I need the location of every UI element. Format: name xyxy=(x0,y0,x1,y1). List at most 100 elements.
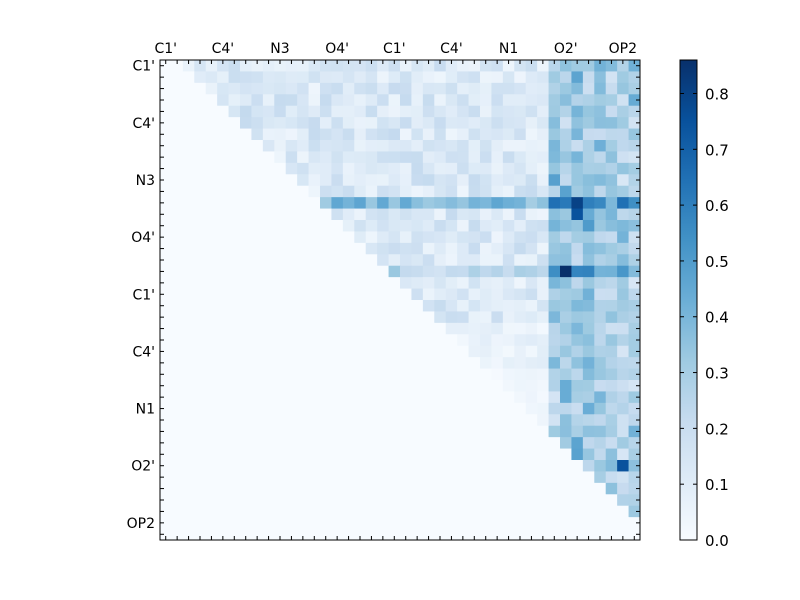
heatmap-cell xyxy=(525,197,538,209)
heatmap-cell xyxy=(628,231,641,244)
heatmap-cell xyxy=(217,60,229,72)
heatmap-cell xyxy=(171,60,184,72)
heatmap-cell xyxy=(525,391,538,404)
heatmap-cell xyxy=(628,128,641,141)
heatmap-cell xyxy=(491,60,504,72)
heatmap-cell xyxy=(605,334,618,347)
heatmap-cell xyxy=(445,220,458,232)
colorbar-tick-label: 0.2 xyxy=(705,420,729,438)
heatmap-cell xyxy=(445,265,458,278)
heatmap-cell xyxy=(205,265,218,278)
heatmap-cell xyxy=(628,482,641,495)
heatmap-cell xyxy=(594,60,607,72)
heatmap-cell xyxy=(377,528,389,541)
heatmap-cell xyxy=(502,437,515,449)
heatmap-cell xyxy=(628,162,641,175)
heatmap-cell xyxy=(308,277,321,289)
heatmap-cell xyxy=(502,82,515,95)
heatmap-cell xyxy=(354,334,367,347)
heatmap-cell xyxy=(377,71,389,84)
heatmap-cell xyxy=(171,414,184,427)
heatmap-cell xyxy=(171,94,184,107)
heatmap-cell xyxy=(262,82,275,95)
heatmap-cell xyxy=(582,505,595,518)
heatmap-cell xyxy=(571,402,584,415)
heatmap-cell xyxy=(457,505,469,518)
row-tick-label: O4' xyxy=(131,230,155,246)
heatmap-cell xyxy=(480,357,492,369)
heatmap-cell xyxy=(434,391,447,404)
heatmap-cell xyxy=(308,482,321,495)
heatmap-cell xyxy=(628,220,641,232)
heatmap-cell xyxy=(411,208,424,221)
heatmap-cell xyxy=(480,265,492,278)
heatmap-cell xyxy=(628,357,641,369)
heatmap-cell xyxy=(400,482,412,495)
heatmap-cell xyxy=(617,105,629,118)
heatmap-cell xyxy=(354,471,367,484)
heatmap-cell xyxy=(285,460,298,472)
heatmap-cell xyxy=(274,117,287,129)
heatmap-cell xyxy=(411,242,424,255)
heatmap-cell xyxy=(514,105,527,118)
heatmap-cell xyxy=(537,82,549,95)
heatmap-cell xyxy=(182,528,195,541)
heatmap-cell xyxy=(262,425,275,438)
heatmap-cell xyxy=(400,105,412,118)
heatmap-cell xyxy=(480,208,492,221)
heatmap-cell xyxy=(605,322,618,335)
heatmap-cell xyxy=(365,231,378,244)
heatmap-cell xyxy=(491,505,504,518)
column-tick-label: C1' xyxy=(383,41,406,57)
heatmap-cell xyxy=(377,402,389,415)
heatmap-cell xyxy=(445,128,458,141)
heatmap-cell xyxy=(182,197,195,209)
heatmap-cell xyxy=(434,460,447,472)
heatmap-cell xyxy=(411,185,424,198)
heatmap-cell xyxy=(205,277,218,289)
heatmap-cell xyxy=(160,162,172,175)
heatmap-cell xyxy=(160,471,172,484)
heatmap-cell xyxy=(297,425,309,438)
heatmap-cell xyxy=(365,517,378,529)
heatmap-cell xyxy=(514,82,527,95)
heatmap-cell xyxy=(331,425,344,438)
heatmap-cell xyxy=(308,437,321,449)
heatmap-cell xyxy=(240,128,252,141)
heatmap-cell xyxy=(445,117,458,129)
heatmap-cell xyxy=(400,368,412,381)
heatmap-cell xyxy=(262,71,275,84)
column-tick-label: C4' xyxy=(212,41,235,57)
heatmap-cell xyxy=(628,311,641,324)
heatmap-cell xyxy=(274,391,287,404)
heatmap-cell xyxy=(194,231,207,244)
heatmap-cell xyxy=(514,368,527,381)
heatmap-cell xyxy=(582,242,595,255)
heatmap-cell xyxy=(205,391,218,404)
heatmap-cell xyxy=(205,471,218,484)
heatmap-cell xyxy=(582,402,595,415)
heatmap-cell xyxy=(434,105,447,118)
heatmap-cell xyxy=(548,220,561,232)
heatmap-cell xyxy=(251,505,264,518)
heatmap-cell xyxy=(251,60,264,72)
heatmap-cell xyxy=(582,334,595,347)
heatmap-cell xyxy=(354,140,367,152)
heatmap-cell xyxy=(182,82,195,95)
heatmap-cell xyxy=(331,162,344,175)
heatmap-cell xyxy=(262,517,275,529)
heatmap-cell xyxy=(251,494,264,507)
heatmap-cell xyxy=(251,265,264,278)
heatmap-cell xyxy=(388,425,401,438)
heatmap-cell xyxy=(422,288,435,301)
heatmap-cell xyxy=(365,311,378,324)
heatmap-cell xyxy=(605,197,618,209)
heatmap-cell xyxy=(160,128,172,141)
heatmap-cell xyxy=(331,174,344,187)
heatmap-cell xyxy=(502,357,515,369)
heatmap-cell xyxy=(514,94,527,107)
heatmap-cell xyxy=(285,128,298,141)
heatmap-cell xyxy=(605,71,618,84)
heatmap-cell xyxy=(560,311,572,324)
heatmap-cell xyxy=(594,380,607,392)
